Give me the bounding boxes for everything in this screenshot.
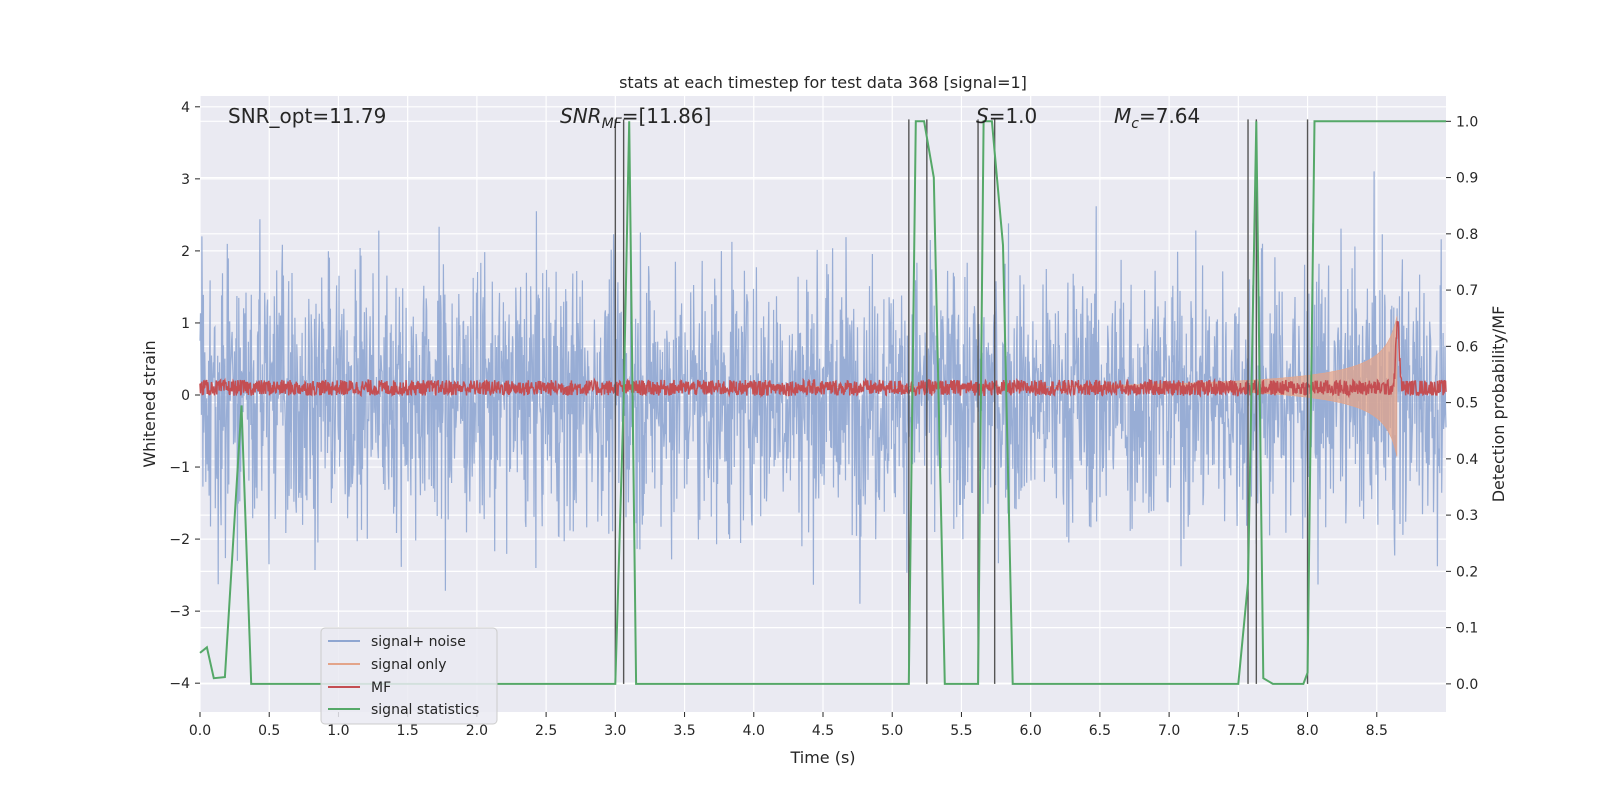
- x-tick-label: 8.0: [1296, 723, 1318, 739]
- y-right-tick-label: 0.6: [1456, 339, 1478, 355]
- y-tick-label: 4: [181, 100, 190, 116]
- y-right-tick-label: 0.7: [1456, 283, 1478, 299]
- x-axis-label: Time (s): [789, 748, 855, 767]
- series-line-signal-statistics: [199, 120, 1446, 685]
- y-tick-label: 3: [181, 172, 190, 188]
- y-right-tick-label: 0.5: [1456, 396, 1478, 412]
- annotation-snr-mf: SNRMF=[11.86]: [560, 104, 711, 132]
- legend: signal+ noise signal only MF signal stat…: [320, 627, 498, 725]
- y-right-tick-label: 0.0: [1456, 677, 1478, 693]
- x-tick-label: 7.0: [1158, 723, 1180, 739]
- x-tick-label: 0.0: [189, 723, 211, 739]
- series-line-mf: [199, 320, 1447, 399]
- annotation-mc: Mc=7.64: [1114, 104, 1200, 132]
- x-tick-label: 5.0: [881, 723, 903, 739]
- annotation-mc-base: M: [1114, 104, 1131, 128]
- annotation-snr-mf-sub: MF: [602, 116, 623, 132]
- x-tick-label: 0.5: [258, 723, 280, 739]
- chart-title: stats at each timestep for test data 368…: [619, 73, 1027, 92]
- y-right-axis-label: Detection probability/MF: [1489, 306, 1508, 503]
- legend-label-signal-noise: signal+ noise: [371, 634, 466, 650]
- y-tick-label: 2: [181, 244, 190, 260]
- x-tick-label: 2.5: [535, 723, 557, 739]
- legend-label-mf: MF: [371, 680, 391, 696]
- annotation-mc-sub: c: [1131, 116, 1139, 132]
- y-right-axis-ticks: 1.0 0.9 0.8 0.7 0.6 0.5 0.4 0.3 0.2 0.1 0.0: [1446, 114, 1478, 693]
- annotation-snr-mf-value: =[11.86]: [622, 104, 712, 128]
- y-right-tick-label: 0.8: [1456, 227, 1478, 243]
- y-tick-label: −4: [169, 676, 190, 692]
- x-tick-label: 3.5: [673, 723, 695, 739]
- x-tick-label: 3.0: [604, 723, 626, 739]
- annotation-s-base: S: [976, 104, 989, 128]
- annotation-snr-mf-base: SNR: [560, 104, 602, 128]
- x-tick-label: 1.0: [327, 723, 349, 739]
- y-right-tick-label: 0.1: [1456, 621, 1478, 637]
- series-signal-statistics: [199, 120, 1446, 685]
- y-axis-label: Whitened strain: [140, 340, 159, 467]
- x-tick-label: 2.0: [466, 723, 488, 739]
- y-tick-label: −2: [169, 532, 190, 548]
- legend-label-signal-statistics: signal statistics: [371, 702, 479, 718]
- y-axis-ticks: 4 3 2 1 0 −1 −2 −3 −4: [169, 100, 200, 692]
- x-tick-label: 7.5: [1227, 723, 1249, 739]
- plot-area: [199, 96, 1447, 712]
- x-axis-ticks: 0.0 0.5 1.0 1.5 2.0 2.5 3.0 3.5 4.0 4.5 5.0 5.5 6.0 6…: [189, 712, 1388, 739]
- y-tick-label: 1: [181, 316, 190, 332]
- x-tick-label: 6.0: [1020, 723, 1042, 739]
- annotation-s: S=1.0: [976, 104, 1037, 128]
- y-tick-label: −1: [169, 460, 190, 476]
- x-tick-label: 6.5: [1089, 723, 1111, 739]
- y-right-tick-label: 0.9: [1456, 171, 1478, 187]
- x-tick-label: 1.5: [397, 723, 419, 739]
- annotation-snr-opt: SNR_opt=11.79: [228, 104, 386, 128]
- y-right-tick-label: 1.0: [1456, 114, 1478, 130]
- series-mf: [199, 320, 1447, 399]
- y-tick-label: −3: [169, 604, 190, 620]
- x-tick-label: 4.0: [743, 723, 765, 739]
- annotation-s-value: =1.0: [989, 104, 1038, 128]
- legend-box: [320, 627, 498, 725]
- y-right-tick-label: 0.2: [1456, 564, 1478, 580]
- x-tick-label: 8.5: [1366, 723, 1388, 739]
- y-tick-label: 0: [181, 388, 190, 404]
- x-tick-label: 5.5: [950, 723, 972, 739]
- annotation-mc-value: =7.64: [1139, 104, 1200, 128]
- y-right-tick-label: 0.4: [1456, 452, 1478, 468]
- legend-label-signal-only: signal only: [371, 657, 446, 673]
- x-tick-label: 4.5: [812, 723, 834, 739]
- y-right-tick-label: 0.3: [1456, 508, 1478, 524]
